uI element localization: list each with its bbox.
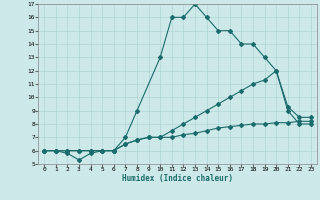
- X-axis label: Humidex (Indice chaleur): Humidex (Indice chaleur): [122, 174, 233, 183]
